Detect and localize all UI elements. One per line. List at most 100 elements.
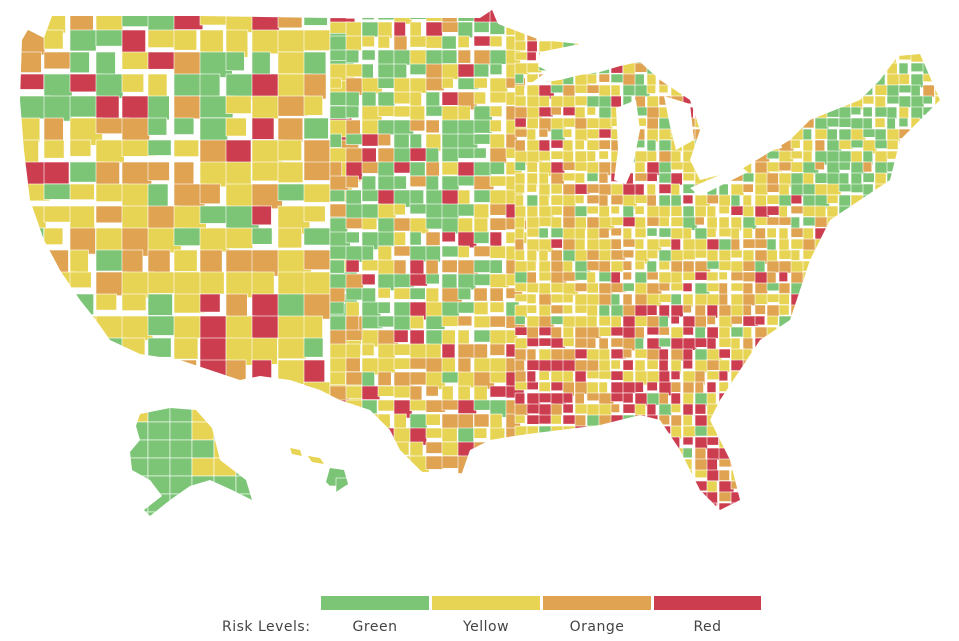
county-cell <box>646 458 658 470</box>
county-cell <box>826 359 840 370</box>
county-cell <box>754 282 768 294</box>
county-cell <box>377 427 396 444</box>
county-cell <box>730 315 743 325</box>
county-cell <box>586 238 600 252</box>
county-cell <box>457 273 477 291</box>
county-cell <box>898 73 910 85</box>
county-cell <box>862 205 878 219</box>
county-cell <box>173 359 197 383</box>
county-cell <box>695 514 704 523</box>
county-cell <box>934 403 940 415</box>
county-cell <box>814 447 830 458</box>
county-cell <box>874 315 889 329</box>
county-cell <box>610 469 626 484</box>
county-cell <box>538 436 553 447</box>
county-cell <box>790 51 805 62</box>
county-cell <box>862 249 874 259</box>
county-cell <box>778 436 789 451</box>
hawaii-counties <box>290 448 348 492</box>
county-cell <box>814 315 826 330</box>
county-cell <box>658 29 670 40</box>
county-cell <box>361 91 377 108</box>
county-cell <box>886 348 901 358</box>
county-cell <box>199 205 230 224</box>
county-cell <box>514 315 526 325</box>
county-cell <box>922 282 937 294</box>
county-cell <box>826 73 839 83</box>
county-cell <box>586 10 600 21</box>
county-cell <box>682 315 696 328</box>
county-cell <box>409 273 428 287</box>
county-cell <box>766 271 777 285</box>
county-cell <box>277 10 303 29</box>
county-cell <box>538 216 553 227</box>
county-cell <box>766 117 782 128</box>
county-cell <box>718 370 729 382</box>
county-cell <box>862 238 879 249</box>
county-cell <box>778 469 795 481</box>
county-cell <box>826 326 842 340</box>
county-cell <box>682 502 697 510</box>
county-cell <box>538 249 549 263</box>
county-cell <box>646 73 657 87</box>
county-cell <box>898 271 914 282</box>
county-cell <box>718 227 733 238</box>
county-cell <box>550 238 563 249</box>
county-cell <box>562 414 576 425</box>
county-cell <box>694 139 707 150</box>
county-cell <box>646 40 659 55</box>
county-cell <box>441 231 456 243</box>
county-cell <box>778 84 789 94</box>
county-cell <box>121 117 150 144</box>
county-cell <box>147 95 170 121</box>
county-cell <box>898 128 911 139</box>
county-cell <box>550 458 562 470</box>
county-cell <box>922 359 934 371</box>
county-cell <box>718 293 728 306</box>
county-cell <box>886 106 898 120</box>
county-cell <box>574 194 585 204</box>
county-cell <box>574 392 585 405</box>
county-cell <box>826 150 840 164</box>
county-cell <box>622 260 633 271</box>
county-cell <box>622 414 636 430</box>
county-cell <box>345 35 362 51</box>
county-cell <box>802 436 813 451</box>
county-cell <box>790 139 801 149</box>
county-cell <box>694 337 708 348</box>
county-cell <box>862 227 873 240</box>
county-cell <box>658 403 672 417</box>
county-cell <box>707 514 716 524</box>
county-cell <box>826 216 838 228</box>
county-cell <box>694 62 705 75</box>
county-cell <box>622 425 638 436</box>
county-cell <box>742 469 757 480</box>
county-cell <box>598 502 613 510</box>
county-cell <box>790 348 802 361</box>
county-cell <box>622 84 636 96</box>
county-cell <box>538 458 549 474</box>
county-cell <box>922 117 933 132</box>
county-cell <box>550 502 566 510</box>
county-cell <box>850 73 866 88</box>
county-cell <box>850 205 861 221</box>
county-cell <box>790 337 804 350</box>
county-cell <box>718 84 729 99</box>
county-cell <box>694 10 709 19</box>
county-cell <box>20 337 52 362</box>
county-cell <box>586 282 599 294</box>
county-cell <box>634 172 649 182</box>
county-cell <box>658 216 670 227</box>
county-cell <box>778 95 791 110</box>
county-cell <box>550 293 564 304</box>
county-cell <box>814 293 827 306</box>
county-cell <box>361 371 375 387</box>
county-cell <box>838 183 852 193</box>
county-cell <box>659 514 667 528</box>
county-cell <box>874 304 885 320</box>
county-cell <box>409 413 428 431</box>
county-cell <box>409 329 425 346</box>
county-cell <box>850 304 863 318</box>
county-cell <box>850 447 862 459</box>
county-cell <box>814 249 831 264</box>
